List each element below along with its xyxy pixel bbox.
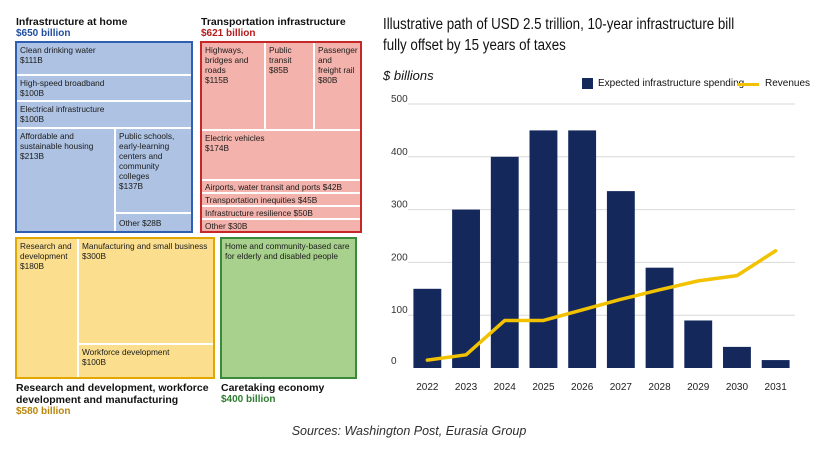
care-header: Caretaking economy <box>221 382 325 394</box>
sources-note: Sources: Washington Post, Eurasia Group <box>291 424 527 438</box>
revenues-line <box>425 249 778 362</box>
home-header: Infrastructure at home <box>16 16 128 28</box>
transport-tile-transit: Public transit $85B <box>265 42 314 130</box>
chart-title: Illustrative path of USD 2.5 trillion, 1… <box>383 16 735 54</box>
x-tick-label-2022: 2022 <box>416 382 439 393</box>
x-tick-label-2027: 2027 <box>610 382 633 393</box>
x-tick-label-2030: 2030 <box>726 382 749 393</box>
y-tick-label: 300 <box>391 200 408 211</box>
y-tick-label: 200 <box>391 252 408 263</box>
legend-swatch-spending <box>582 78 593 89</box>
bar-2024 <box>490 156 519 368</box>
y-tick-label: 400 <box>391 147 408 158</box>
x-tick-label-2025: 2025 <box>532 382 555 393</box>
bar-2025 <box>529 130 558 368</box>
bar-2023 <box>452 209 480 368</box>
bar-2028 <box>645 267 674 368</box>
x-tick-label-2024: 2024 <box>494 382 517 393</box>
chart-ylabel: $ billions <box>383 68 434 83</box>
home-tile-housing: Affordable and sustainable housing $213B <box>16 128 115 232</box>
x-tick-label-2026: 2026 <box>571 382 594 393</box>
rnd-amount: $580 billion <box>16 406 71 417</box>
transport-header: Transportation infrastructure <box>201 16 346 28</box>
bar-2031 <box>761 360 790 368</box>
bar-2022 <box>413 288 442 368</box>
y-tick-label: 100 <box>391 305 408 316</box>
rnd-tile-research: Research and development $180B <box>16 238 78 378</box>
legend-swatch-revenues <box>737 83 759 86</box>
transport-tile-ev: Electric vehicles $174B <box>201 130 361 180</box>
transport-amount: $621 billion <box>201 28 256 39</box>
bar-2029 <box>684 320 713 368</box>
y-tick-label: 500 <box>391 94 408 105</box>
bar-2030 <box>723 346 751 368</box>
legend-label-spending: Expected infrastructure spending <box>598 78 745 89</box>
bar-2026 <box>568 130 597 368</box>
y-tick-label: 0 <box>391 356 397 367</box>
x-tick-label-2023: 2023 <box>455 382 478 393</box>
transport-tile-inequities: Transportation inequities $45B <box>201 193 361 206</box>
care-tile-home-based: Home and community-based care for elderl… <box>221 238 356 378</box>
home-amount: $650 billion <box>16 28 71 39</box>
rnd-tile-manufacturing: Manufacturing and small business $300B <box>78 238 214 344</box>
home-tile-schools: Public schools, early-learning centers a… <box>115 128 192 213</box>
rnd-header: Research and development, workforce deve… <box>16 382 209 406</box>
bar-2027 <box>606 191 635 368</box>
transport-tile-rail: Passenger and freight rail $80B <box>314 42 361 130</box>
home-tile-electrical: Electrical infrastructure $100B <box>16 101 192 128</box>
x-tick-label-2029: 2029 <box>687 382 710 393</box>
legend-label-revenues: Revenues <box>765 78 811 89</box>
x-tick-label-2028: 2028 <box>648 382 671 393</box>
x-tick-label-2031: 2031 <box>765 382 788 393</box>
care-amount: $400 billion <box>221 394 276 405</box>
transport-tile-resilience: Infrastructure resilience $50B <box>201 206 361 219</box>
